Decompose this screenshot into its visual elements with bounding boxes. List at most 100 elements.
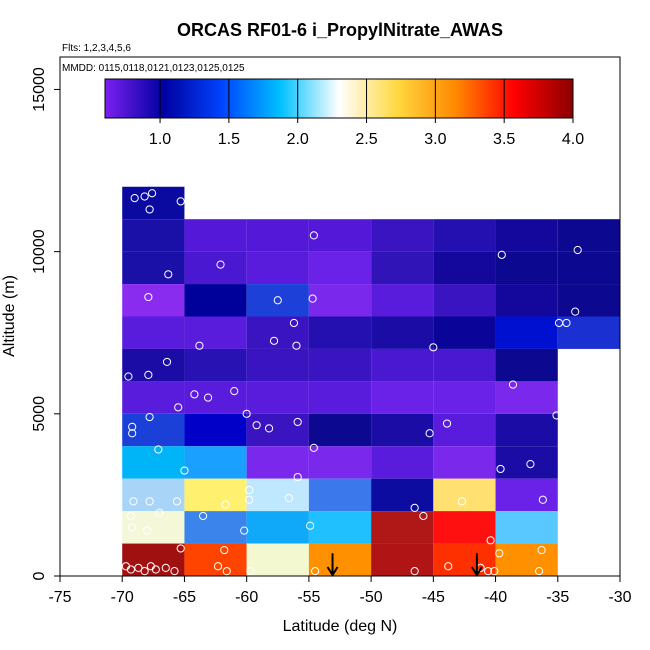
sample-point-81 [444, 562, 453, 571]
heatmap-cell-61 [122, 478, 185, 512]
colorbar-tick-label: 3.0 [424, 131, 446, 148]
heatmap-cell-26 [184, 316, 247, 349]
x-axis: -75 -70 -65 -60 -55 -50 -45 -40 -35 -30 [48, 576, 632, 606]
heatmap-cell-0 [122, 186, 185, 220]
heatmap-cell-78 [308, 543, 372, 576]
x-tick-label: -45 [422, 589, 445, 606]
heatmap-cell-12 [308, 251, 372, 285]
heatmap-cell-58 [371, 446, 434, 479]
heatmap-cell-71 [308, 511, 372, 544]
sample-point-70 [134, 563, 143, 572]
sample-point-75 [170, 567, 179, 576]
heatmap-cell-66 [433, 478, 496, 512]
sample-point-13 [571, 307, 580, 316]
sample-points [121, 189, 582, 576]
heatmap-cell-24 [557, 284, 620, 317]
sample-point-27 [174, 403, 183, 412]
heatmap-cell-18 [184, 284, 247, 317]
sample-point-35 [264, 424, 274, 433]
sample-point-84 [490, 567, 499, 576]
sample-point-25 [203, 393, 213, 402]
heatmap-cell-1 [122, 219, 185, 252]
sample-point-0 [140, 192, 149, 201]
heatmap-cell-29 [371, 316, 434, 349]
sample-point-83 [483, 567, 493, 576]
y-tick-label: 0 [31, 571, 48, 580]
sample-point-66 [495, 549, 504, 558]
colorbar-tick-label: 2.0 [287, 131, 309, 148]
heatmap-cell-65 [371, 478, 434, 512]
sample-point-29 [145, 412, 154, 422]
sample-point-71 [140, 567, 149, 576]
sample-point-2 [130, 194, 139, 203]
heatmap-cell-19 [246, 284, 309, 317]
sample-point-79 [311, 567, 320, 576]
sample-point-74 [161, 563, 170, 572]
heatmap-cell-77 [246, 543, 309, 576]
sample-point-46 [245, 495, 254, 504]
heatmap-cell-54 [122, 446, 185, 479]
sample-point-61 [240, 526, 249, 535]
x-tick-label: -55 [297, 589, 320, 606]
colorbar-tick-label: 1.5 [218, 131, 240, 148]
sample-point-32 [128, 422, 137, 431]
sample-point-23 [162, 357, 172, 367]
colorbar-ticks: 1.0 1.5 2.0 2.5 3.0 3.5 4.0 [149, 79, 584, 148]
flights-label: Flts: 1,2,3,4,5,6 [62, 43, 131, 54]
heatmap-cell-70 [246, 511, 309, 544]
sample-point-54 [126, 511, 136, 521]
sample-point-3 [145, 205, 154, 214]
sample-point-49 [145, 497, 154, 506]
heatmap-cell-39 [495, 348, 558, 382]
y-tick-label: 15000 [31, 67, 48, 112]
colorbar-tick-label: 4.0 [562, 131, 584, 148]
arrow-head [326, 566, 339, 577]
heatmap-cell-31 [495, 316, 558, 349]
sample-point-45 [245, 485, 254, 495]
sample-point-21 [144, 370, 153, 379]
sample-point-64 [220, 545, 229, 555]
colorbar-tick-label: 2.5 [355, 131, 377, 148]
sample-point-10 [144, 292, 153, 302]
heatmap-cell-9 [122, 251, 185, 285]
heatmap-cell-48 [184, 413, 247, 447]
heatmap-cell-13 [371, 251, 434, 285]
heatmap-cell-64 [308, 478, 372, 512]
y-axis-label: Altitude (m) [1, 275, 18, 357]
heatmap-cell-44 [371, 381, 434, 414]
sample-point-63 [176, 544, 185, 553]
x-tick-label: -75 [48, 589, 71, 606]
heatmap-cell-6 [433, 219, 496, 252]
sample-point-78 [246, 567, 255, 576]
colorbar-tick-label: 1.0 [149, 131, 171, 148]
sample-point-36 [293, 417, 302, 427]
chart-title: ORCAS RF01-6 i_PropylNitrate_AWAS [177, 20, 503, 40]
heatmap-cell-15 [495, 251, 558, 285]
heatmap-cell-49 [246, 413, 309, 447]
sample-point-26 [230, 387, 239, 396]
heatmap-cell-35 [246, 348, 309, 382]
arrow-markers [326, 553, 483, 577]
sample-point-77 [222, 567, 231, 576]
sample-point-19 [195, 341, 204, 350]
sample-point-5 [309, 231, 318, 240]
heatmap-cell-33 [122, 348, 185, 382]
x-axis-label: Latitude (deg N) [283, 618, 398, 635]
sample-point-37 [442, 419, 452, 428]
sample-point-11 [273, 296, 282, 305]
sample-point-15 [554, 318, 564, 328]
x-tick-label: -35 [546, 589, 569, 606]
sample-point-57 [410, 503, 419, 512]
y-tick-label: 5000 [31, 396, 48, 432]
heatmap-cells [122, 186, 620, 576]
x-tick-label: -30 [608, 589, 631, 606]
heatmap-cell-21 [371, 284, 434, 317]
heatmap-cell-8 [557, 219, 620, 252]
sample-point-80 [410, 567, 419, 576]
heatmap-cell-80 [433, 543, 496, 576]
sample-point-65 [486, 536, 495, 545]
sample-point-85 [535, 567, 544, 576]
sample-point-28 [508, 380, 518, 389]
sample-point-43 [496, 464, 505, 474]
